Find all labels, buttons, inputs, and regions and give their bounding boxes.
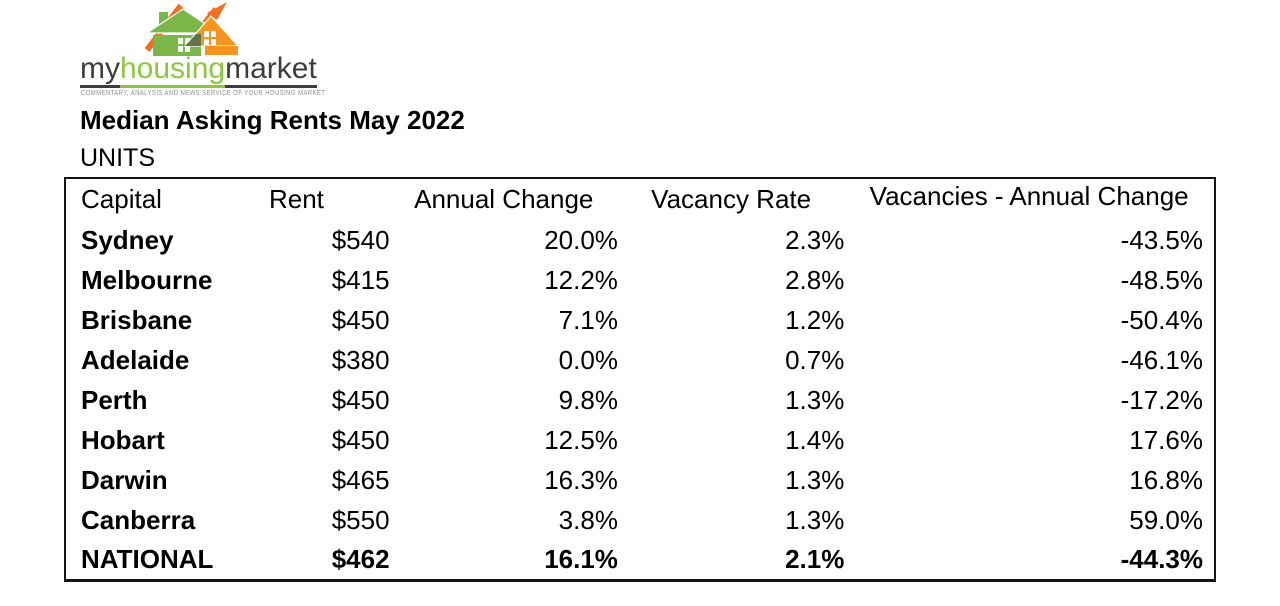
cell-rent: $450 bbox=[331, 304, 390, 335]
cell-annual-change: 12.5% bbox=[544, 424, 618, 455]
cell-capital: Perth bbox=[81, 384, 148, 415]
cell-rent: $550 bbox=[331, 504, 390, 535]
brand-wordmark: my housing market bbox=[80, 54, 317, 88]
table-row: Adelaide $380 0.0% 0.7% -46.1% bbox=[65, 340, 1215, 380]
cell-vacancies-annual-change: 17.6% bbox=[1129, 424, 1203, 455]
cell-vacancies-annual-change: -50.4% bbox=[1120, 304, 1203, 335]
cell-vacancies-annual-change: 59.0% bbox=[1129, 504, 1203, 535]
cell-rent: $462 bbox=[331, 543, 390, 574]
table-row: NATIONAL $462 16.1% 2.1% -44.3% bbox=[65, 540, 1215, 580]
cell-annual-change: 0.0% bbox=[558, 344, 618, 375]
column-header-annual-change: Annual Change bbox=[414, 184, 594, 214]
table-row: Hobart $450 12.5% 1.4% 17.6% bbox=[65, 420, 1215, 460]
cell-annual-change: 3.8% bbox=[558, 504, 618, 535]
cell-vacancies-annual-change: -43.5% bbox=[1120, 224, 1203, 255]
cell-vacancy-rate: 1.2% bbox=[785, 304, 845, 335]
cell-vacancies-annual-change: -17.2% bbox=[1120, 384, 1203, 415]
cell-vacancy-rate: 1.3% bbox=[785, 504, 845, 535]
median-rents-table: Capital Rent Annual Change Vacancy Rate … bbox=[64, 177, 1216, 582]
cell-rent: $380 bbox=[331, 344, 390, 375]
cell-annual-change: 12.2% bbox=[544, 264, 618, 295]
cell-capital: Melbourne bbox=[81, 264, 213, 295]
cell-capital: Sydney bbox=[81, 224, 174, 255]
cell-rent: $415 bbox=[331, 264, 390, 295]
page-subtitle: UNITS bbox=[80, 144, 155, 172]
table-row: Sydney $540 20.0% 2.3% -43.5% bbox=[65, 220, 1215, 260]
cell-vacancy-rate: 2.8% bbox=[785, 264, 845, 295]
cell-annual-change: 20.0% bbox=[544, 224, 618, 255]
column-header-vacancy-rate: Vacancy Rate bbox=[651, 184, 812, 214]
cell-capital: Darwin bbox=[81, 464, 168, 495]
cell-vacancies-annual-change: -46.1% bbox=[1120, 344, 1203, 375]
houses-trend-icon bbox=[144, 2, 240, 56]
cell-vacancy-rate: 1.3% bbox=[785, 464, 845, 495]
cell-capital: Canberra bbox=[81, 504, 196, 535]
cell-vacancies-annual-change: 16.8% bbox=[1129, 464, 1203, 495]
column-header-capital: Capital bbox=[81, 184, 162, 214]
cell-vacancy-rate: 1.4% bbox=[785, 424, 845, 455]
cell-capital: Brisbane bbox=[81, 304, 193, 335]
cell-rent: $540 bbox=[331, 224, 390, 255]
cell-annual-change: 7.1% bbox=[558, 304, 618, 335]
cell-vacancy-rate: 2.3% bbox=[785, 224, 845, 255]
table-body: Sydney $540 20.0% 2.3% -43.5% Melbourne $415 12… bbox=[65, 220, 1215, 580]
column-header-vacancies-annual-change: Vacancies - Annual Change bbox=[869, 181, 1189, 211]
brand-wordmark-market: market bbox=[225, 54, 317, 88]
cell-vacancy-rate: 0.7% bbox=[785, 344, 845, 375]
table-row: Melbourne $415 12.2% 2.8% -48.5% bbox=[65, 260, 1215, 300]
table-header-row: Capital Rent Annual Change Vacancy Rate … bbox=[65, 178, 1215, 220]
brand-wordmark-my: my bbox=[80, 54, 120, 88]
page-title: Median Asking Rents May 2022 bbox=[80, 105, 465, 135]
cell-vacancy-rate: 1.3% bbox=[785, 384, 845, 415]
cell-vacancies-annual-change: -44.3% bbox=[1120, 543, 1203, 574]
cell-capital: NATIONAL bbox=[81, 543, 214, 574]
cell-vacancy-rate: 2.1% bbox=[785, 543, 845, 574]
table-row: Brisbane $450 7.1% 1.2% -50.4% bbox=[65, 300, 1215, 340]
cell-rent: $465 bbox=[331, 464, 390, 495]
brand-logo: my housing market COMMENTARY, ANALYSIS AND… bbox=[80, 2, 340, 98]
table-row: Perth $450 9.8% 1.3% -17.2% bbox=[65, 380, 1215, 420]
cell-rent: $450 bbox=[331, 384, 390, 415]
cell-annual-change: 9.8% bbox=[558, 384, 618, 415]
table-row: Canberra $550 3.8% 1.3% 59.0% bbox=[65, 500, 1215, 540]
cell-capital: Hobart bbox=[81, 424, 165, 455]
column-header-rent: Rent bbox=[268, 184, 324, 214]
cell-annual-change: 16.3% bbox=[544, 464, 618, 495]
cell-rent: $450 bbox=[331, 424, 390, 455]
table-row: Darwin $465 16.3% 1.3% 16.8% bbox=[65, 460, 1215, 500]
brand-wordmark-housing: housing bbox=[120, 54, 226, 88]
cell-annual-change: 16.1% bbox=[544, 543, 618, 574]
cell-capital: Adelaide bbox=[81, 344, 190, 375]
brand-tagline: COMMENTARY, ANALYSIS AND NEWS SERVICE OF… bbox=[81, 90, 326, 97]
cell-vacancies-annual-change: -48.5% bbox=[1120, 264, 1203, 295]
